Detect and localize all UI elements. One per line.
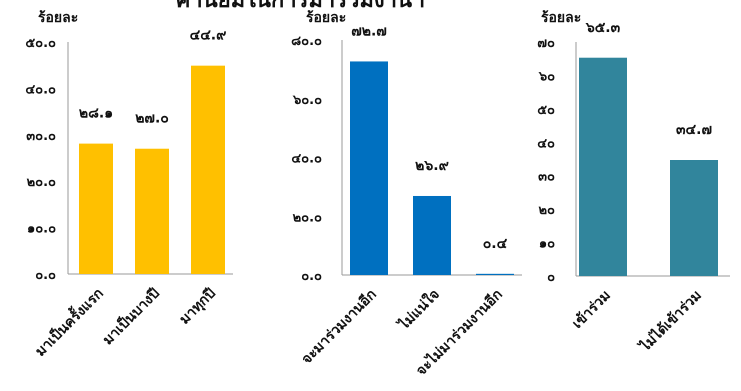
y-tick-label: ๑๐.๐	[27, 222, 56, 237]
data-label: ๓๔.๗	[676, 122, 712, 138]
bar	[413, 195, 451, 275]
data-label: ๒๗.๐	[135, 111, 169, 127]
y-tick-label: ๐.๐	[35, 268, 56, 283]
y-axis-unit-label: ร้อยละ	[541, 10, 581, 26]
category-label: เข้าร่วม	[569, 288, 613, 332]
y-tick-label: ๒๐.๐	[293, 210, 322, 225]
category-label: ไม่แน่ใจ	[393, 285, 442, 334]
data-label: ๖๕.๓	[585, 20, 621, 36]
y-tick-label: ๔๐.๐	[291, 152, 322, 167]
y-axis-unit-label: ร้อยละ	[38, 10, 78, 26]
category-label: มาเป็นครั้งแรก	[30, 283, 107, 360]
data-label: ๔๔.๙	[190, 28, 227, 44]
y-tick-label: ๒๐.๐	[27, 175, 56, 190]
category-label: ไม่ได้เข้าร่วม	[635, 286, 705, 356]
y-tick-label: ๖๐	[538, 69, 555, 84]
y-axis-unit-label: ร้อยละ	[306, 10, 346, 26]
y-tick-label: ๔๐.๐	[25, 82, 56, 97]
y-tick-label: ๕๐	[537, 103, 555, 118]
bar	[579, 57, 627, 277]
y-tick-label: ๕๐.๐	[25, 36, 56, 51]
y-tick-label: ๗๐	[537, 36, 555, 51]
y-tick-label: ๐.๐	[301, 269, 322, 284]
category-label: จะมาร่วมงานอีก	[299, 287, 380, 368]
data-label: ๒๘.๑	[79, 106, 113, 122]
data-label: ๐.๔	[483, 236, 508, 252]
bar	[191, 65, 225, 274]
bar	[135, 148, 169, 274]
data-label: ๒๖.๙	[415, 158, 449, 174]
y-tick-label: ๒๐	[538, 203, 555, 218]
category-label: มาเป็นบางปี	[99, 284, 163, 348]
page-title: ค่านิยมในการมาร่วมงานฯ	[176, 0, 425, 13]
bar	[79, 143, 113, 274]
bar	[476, 273, 514, 275]
y-tick-label: ๓๐.๐	[26, 129, 56, 144]
bar	[670, 160, 718, 276]
data-label: ๗๒.๗	[351, 23, 387, 39]
category-label: มาทุกปี	[177, 285, 219, 327]
y-tick-label: ๓๐	[538, 170, 555, 185]
bar	[350, 61, 388, 275]
y-tick-label: ๐	[547, 270, 555, 285]
y-tick-label: ๘๐.๐	[291, 34, 322, 49]
y-tick-label: ๖๐.๐	[292, 93, 322, 108]
y-tick-label: ๑๐	[539, 237, 555, 252]
y-tick-label: ๔๐	[537, 136, 555, 151]
charts-group: ร้อยละ๐.๐๑๐.๐๒๐.๐๓๐.๐๔๐.๐๕๐.๐๒๘.๑มาเป็นค…	[25, 10, 730, 379]
